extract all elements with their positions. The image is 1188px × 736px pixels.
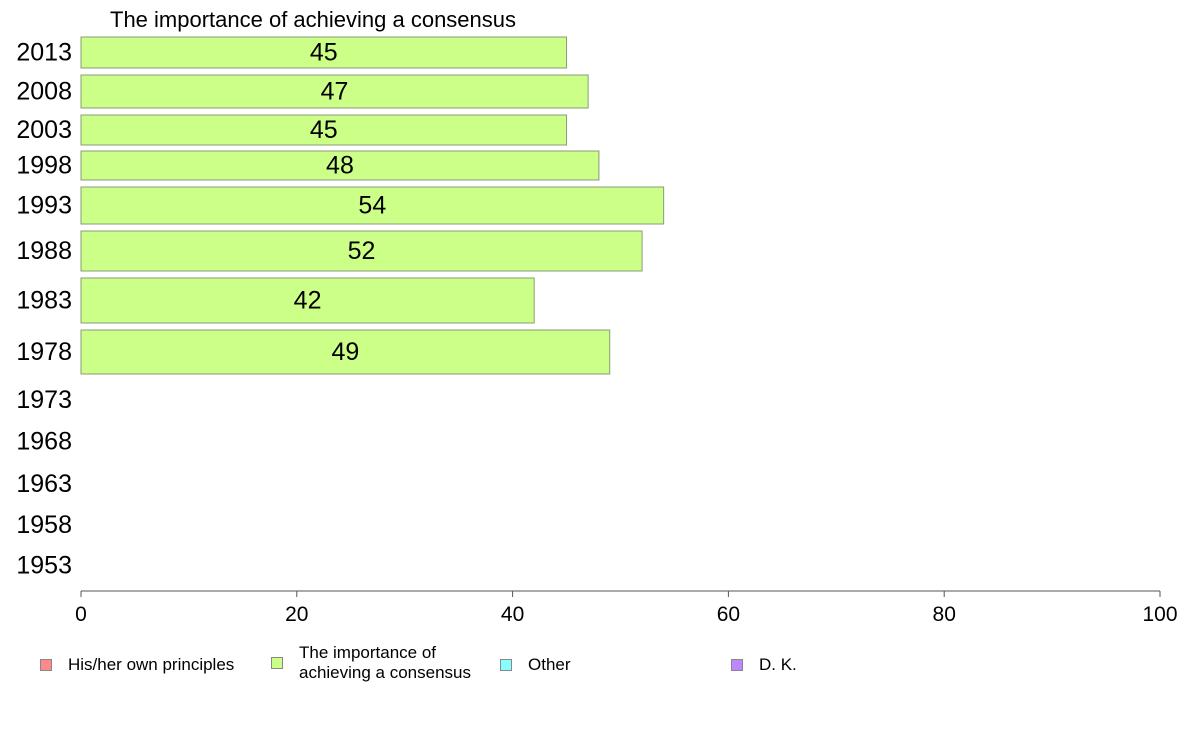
legend: His/her own principles The importance of…	[0, 643, 1188, 693]
bar-1998	[80, 150, 600, 181]
x-tick-label-0: 0	[75, 603, 87, 626]
bar-1983	[80, 277, 535, 324]
data-label-1978: 49	[331, 338, 359, 366]
bar-2003	[80, 114, 568, 146]
category-label-1973: 1973	[16, 386, 72, 414]
data-label-1983: 42	[294, 287, 322, 315]
data-label-1993: 54	[358, 192, 386, 220]
x-tick-label-100: 100	[1142, 603, 1177, 626]
data-label-2008: 47	[321, 78, 349, 106]
category-label-1988: 1988	[16, 237, 72, 265]
legend-item-own-principles: His/her own principles	[40, 655, 234, 675]
category-label-1998: 1998	[16, 152, 72, 180]
category-label-1978: 1978	[16, 338, 72, 366]
legend-label-other: Other	[528, 655, 571, 674]
data-label-2013: 45	[310, 39, 338, 67]
legend-swatch-own-principles	[40, 659, 52, 671]
chart-title: The importance of achieving a consensus	[110, 7, 517, 32]
bar-2008	[80, 74, 589, 109]
legend-label-dk: D. K.	[759, 655, 797, 674]
x-tick-label-80: 80	[933, 603, 956, 626]
legend-item-other: Other	[500, 655, 571, 675]
x-tick-label-40: 40	[501, 603, 524, 626]
legend-item-consensus: The importance of achieving a consensus	[271, 643, 489, 683]
bar-1993	[80, 186, 665, 225]
legend-label-consensus: The importance of achieving a consensus	[299, 643, 472, 682]
category-label-1983: 1983	[16, 287, 72, 315]
bar-1978	[80, 329, 611, 375]
data-label-2003: 45	[310, 116, 338, 144]
x-tick-label-60: 60	[717, 603, 740, 626]
category-label-2003: 2003	[16, 116, 72, 144]
bar-1988	[80, 230, 643, 272]
category-label-2013: 2013	[16, 39, 72, 67]
data-label-1998: 48	[326, 152, 354, 180]
data-label-1988: 52	[348, 237, 376, 265]
category-label-1993: 1993	[16, 192, 72, 220]
legend-swatch-dk	[731, 659, 743, 671]
category-label-1968: 1968	[16, 428, 72, 456]
legend-swatch-consensus	[271, 657, 283, 669]
category-label-1953: 1953	[16, 552, 72, 580]
legend-label-own-principles: His/her own principles	[68, 655, 235, 674]
category-label-1963: 1963	[16, 470, 72, 498]
category-label-2008: 2008	[16, 78, 72, 106]
bar-chart: 2013 45 2008 47 2003 45 1998 48 1993 54 1988 52 1983…	[16, 36, 1178, 626]
x-tick-label-20: 20	[285, 603, 308, 626]
bar-2013	[80, 36, 568, 69]
category-label-1958: 1958	[16, 511, 72, 539]
legend-swatch-other	[500, 659, 512, 671]
legend-item-dk: D. K.	[731, 655, 797, 675]
